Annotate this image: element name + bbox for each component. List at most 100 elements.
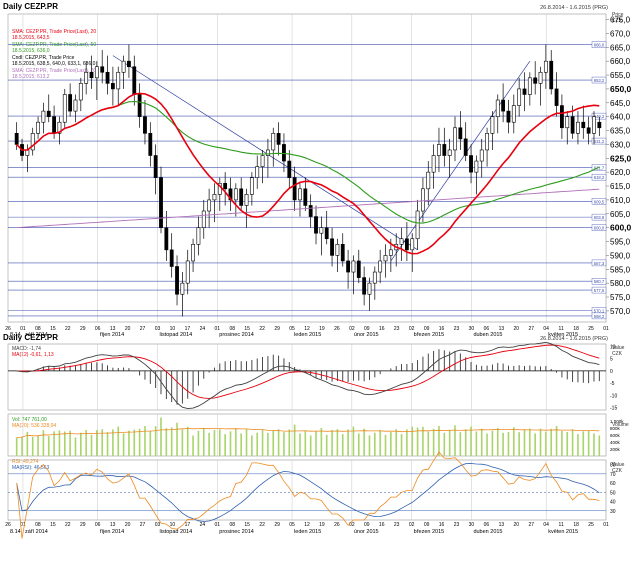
candle-body xyxy=(319,227,324,234)
candle xyxy=(260,149,265,184)
candle xyxy=(244,188,249,228)
candle xyxy=(298,183,302,217)
level-badge xyxy=(591,286,607,294)
volume-bar xyxy=(85,429,87,456)
volume-bar xyxy=(181,429,184,456)
candle xyxy=(287,149,292,189)
volume-bar xyxy=(475,431,478,456)
candle xyxy=(116,66,121,106)
candle-body xyxy=(164,227,169,251)
x-day-tick-bottom: 25 xyxy=(588,522,594,528)
candle-body xyxy=(463,138,468,156)
volume-bar xyxy=(518,432,520,456)
candle xyxy=(501,83,506,123)
x-day-tick-bottom: 30 xyxy=(469,522,475,528)
x-month-label-bottom: prosinec 2014 xyxy=(219,529,254,535)
x-day-tick-top: 20 xyxy=(514,326,520,332)
x-day-tick-bottom: 15 xyxy=(50,522,56,528)
volume-bar xyxy=(561,430,563,456)
level-label: 618,2 xyxy=(594,175,605,180)
x-day-tick-top: 23 xyxy=(394,326,400,332)
candle-body xyxy=(36,121,40,134)
volume-bar xyxy=(58,430,61,456)
price-ytick-label: 675,0 xyxy=(610,16,631,25)
level-label: 666,0 xyxy=(594,43,605,48)
candle xyxy=(94,61,99,101)
price-ytick-label: 665,0 xyxy=(610,43,631,52)
volume-bar xyxy=(480,428,483,456)
price-ytick-label: 575,0 xyxy=(610,293,631,302)
x-day-tick-top: 23 xyxy=(454,326,460,332)
volume-ytick-label: 400k xyxy=(610,440,621,445)
candle-body xyxy=(527,77,532,95)
candle xyxy=(89,55,94,89)
candle xyxy=(469,144,473,184)
level-badge xyxy=(591,213,607,221)
price-ytick-label: 660,0 xyxy=(610,57,631,66)
volume-bar xyxy=(235,428,237,456)
macd-ytick-label: 10 xyxy=(610,344,616,350)
candle xyxy=(335,238,340,273)
candle-body xyxy=(46,110,51,117)
candle xyxy=(431,144,436,189)
volume-bar xyxy=(390,432,392,456)
macd-axis-title: Value xyxy=(612,345,625,351)
volume-title: Vol: 747 761,00 xyxy=(12,417,47,423)
volume-bar xyxy=(309,435,312,456)
volume-bar xyxy=(277,429,280,456)
volume-ytick-label: 600k xyxy=(610,433,621,438)
legend-price-title: Cndl: CEZP.PR, Trade Price xyxy=(12,55,75,61)
volume-bar xyxy=(272,430,275,456)
x-day-tick-bottom: 16 xyxy=(439,522,445,528)
legend-sma200-title: SMA: CEZP.PR, Trade Price(Last), 200 xyxy=(12,68,99,74)
x-day-tick-bottom: 01 xyxy=(603,522,609,528)
volume-bar xyxy=(502,432,504,456)
candle xyxy=(36,116,40,139)
volume-bar xyxy=(454,425,456,456)
volume-bar xyxy=(550,428,553,456)
candle-body xyxy=(362,277,367,295)
level-label: 587,3 xyxy=(594,261,605,266)
x-day-tick-bottom: 20 xyxy=(514,522,520,528)
candle-body xyxy=(30,133,35,151)
x-day-tick-top: 29 xyxy=(274,326,280,332)
x-month-label-top: listopad 2014 xyxy=(160,332,193,338)
volume-bar xyxy=(208,432,210,456)
candle-body xyxy=(303,188,308,206)
candle xyxy=(479,138,484,178)
volume-bar xyxy=(368,435,371,456)
candle-body xyxy=(421,188,425,212)
x-day-tick-bottom: 17 xyxy=(185,522,191,528)
volume-bar xyxy=(448,430,451,456)
x-day-tick-top: 05 xyxy=(289,326,295,332)
x-day-tick-bottom: 01 xyxy=(20,522,26,528)
volume-bar xyxy=(523,429,526,456)
candle-body xyxy=(404,238,409,251)
candle xyxy=(351,255,356,295)
candle-body xyxy=(62,94,67,123)
candle-body xyxy=(298,188,302,201)
candle-body xyxy=(143,116,147,134)
candle xyxy=(30,127,35,156)
price-ytick-label: 620,0 xyxy=(610,168,631,177)
legend-sma50-title: SMA: CEZP.PR, Trade Price(Last), 50 xyxy=(12,42,96,48)
x-day-tick-top: 04 xyxy=(543,326,549,332)
volume-bar xyxy=(202,427,205,456)
candle-body xyxy=(57,121,62,134)
x-day-tick-top: 09 xyxy=(364,326,370,332)
candle xyxy=(356,249,361,284)
x-day-tick-top: 06 xyxy=(484,326,490,332)
volume-bar xyxy=(464,429,467,456)
candle-body xyxy=(271,133,276,151)
sma200-line xyxy=(16,188,600,229)
volume-bar xyxy=(406,429,408,456)
candle-body xyxy=(266,149,270,156)
candle-body xyxy=(501,99,506,112)
candle-body xyxy=(212,194,217,201)
candle xyxy=(458,111,463,150)
candle xyxy=(46,94,51,123)
candle xyxy=(110,66,115,106)
x-day-tick-bottom: 26 xyxy=(5,522,11,528)
level-label: 603,8 xyxy=(594,215,605,220)
